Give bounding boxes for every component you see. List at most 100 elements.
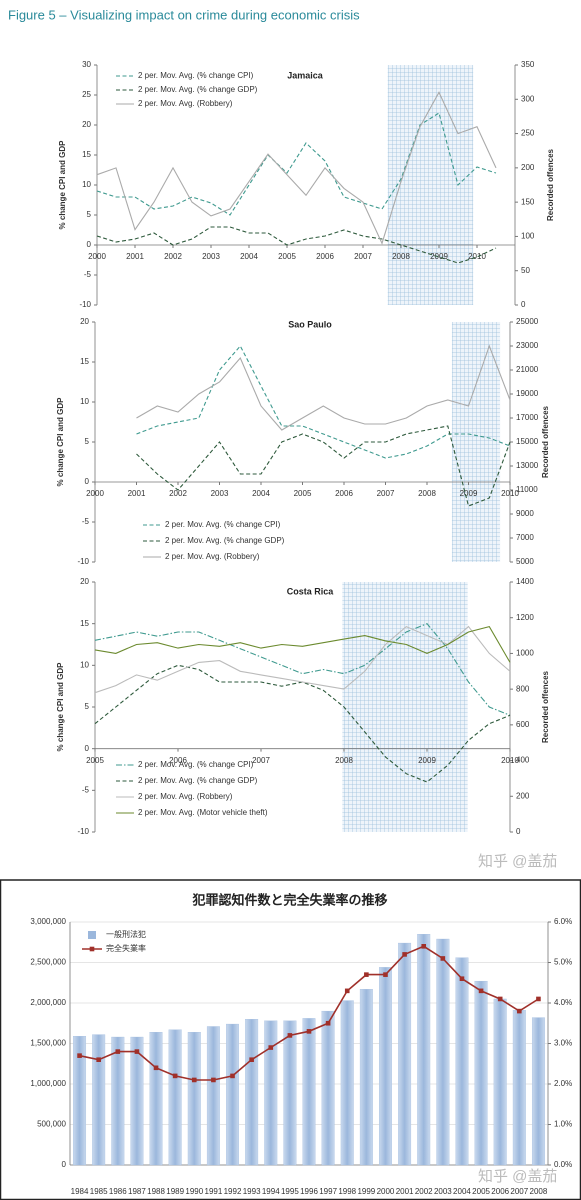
bar	[474, 980, 488, 1166]
legend-label: 2 per. Mov. Avg. (Robbery)	[138, 99, 233, 108]
y2-tick-label: 0	[516, 827, 521, 836]
recession-band	[387, 65, 474, 305]
x-tick-label: 1984	[71, 1187, 89, 1196]
x-tick-label: 2002	[164, 252, 182, 261]
recession-band	[342, 582, 468, 832]
x-tick-label: 2009	[460, 489, 478, 498]
bar	[512, 1010, 526, 1166]
y2-tick-label: 800	[516, 684, 530, 693]
x-tick-label: 2004	[240, 252, 258, 261]
bar	[493, 998, 507, 1166]
line-marker	[536, 996, 541, 1002]
x-tick-label: 1999	[357, 1187, 375, 1196]
line-marker	[191, 1077, 197, 1083]
y2-tick-label: 1.0%	[554, 1120, 572, 1129]
legend-label: 完全失業率	[106, 943, 146, 953]
y-tick-label: 1,000,000	[30, 1079, 66, 1088]
line-marker	[268, 1045, 274, 1050]
x-tick-label: 2000	[377, 1187, 395, 1196]
x-tick-label: 2004	[252, 489, 270, 498]
y-tick-label: 15	[80, 357, 89, 366]
bar	[436, 938, 450, 1166]
series-line	[94, 623, 511, 716]
legend-label: 2 per. Mov. Avg. (% change GDP)	[138, 776, 258, 785]
bar	[187, 1032, 201, 1166]
x-tick-label: 2001	[396, 1187, 414, 1196]
x-tick-label: 2003	[202, 252, 220, 261]
line-marker	[325, 1020, 331, 1026]
y2-tick-label: 17000	[516, 413, 539, 422]
bar	[226, 1023, 239, 1166]
series-line	[96, 91, 497, 245]
x-tick-label: 2007	[510, 1187, 528, 1196]
line-marker	[497, 996, 503, 1002]
bar	[111, 1036, 125, 1166]
y2-tick-label: 21000	[516, 365, 539, 374]
x-tick-label: 2005	[472, 1187, 490, 1196]
y2-tick-label: 1400	[516, 577, 534, 586]
y2-tick-label: 300	[521, 94, 535, 103]
x-tick-label: 2009	[418, 756, 436, 765]
chart-title: Sao Paulo	[288, 319, 332, 329]
y2-tick-label: 350	[521, 60, 535, 69]
y-tick-label: 20	[82, 120, 91, 129]
line-marker	[383, 972, 388, 977]
series-line	[94, 625, 511, 663]
y2-tick-label: 9000	[516, 509, 534, 518]
x-tick-label: 2007	[377, 489, 395, 498]
x-tick-label: 1993	[243, 1187, 261, 1196]
y2-tick-label: 19000	[516, 389, 539, 398]
line-marker	[115, 1049, 121, 1054]
y-tick-label: 5	[87, 210, 92, 219]
y2-tick-label: 100	[521, 232, 535, 241]
y-tick-label: 5	[85, 437, 90, 446]
y-tick-label: -5	[82, 785, 90, 794]
x-tick-label: 2010	[468, 252, 486, 261]
x-tick-label: 2008	[392, 252, 410, 261]
line-marker	[172, 1073, 178, 1079]
x-tick-label: 1988	[147, 1187, 165, 1196]
y2-tick-label: 11000	[516, 485, 538, 494]
x-tick-label: 2001	[126, 252, 144, 261]
x-tick-label: 1991	[205, 1187, 223, 1196]
x-tick-label: 2005	[294, 489, 312, 498]
y-tick-label: 3,000,000	[30, 917, 66, 926]
legend-label: 2 per. Mov. Avg. (% change CPI)	[138, 71, 254, 80]
x-tick-label: 2009	[430, 252, 448, 261]
bar	[340, 1000, 354, 1166]
bar	[417, 934, 431, 1166]
y2-tick-label: 600	[516, 720, 530, 729]
bar	[264, 1020, 278, 1166]
legend-label: 2 per. Mov. Avg. (Motor vehicle theft)	[138, 808, 268, 817]
x-tick-label: 2007	[252, 756, 270, 765]
y2-axis-label: Recorded offences	[541, 405, 550, 478]
x-tick-label: 1996	[300, 1187, 318, 1196]
y-tick-label: 10	[80, 397, 89, 406]
legend-swatch	[88, 931, 96, 939]
line-marker	[459, 976, 465, 981]
x-tick-label: 2007	[354, 252, 372, 261]
y-axis-label: % change CPI and GDP	[56, 662, 65, 752]
x-tick-label: 1987	[128, 1187, 146, 1196]
legend-label: 2 per. Mov. Avg. (% change CPI)	[165, 520, 281, 529]
series-line	[136, 344, 511, 431]
y2-axis-label: Recorded offences	[546, 148, 555, 221]
y2-tick-label: 4.0%	[554, 998, 572, 1007]
y2-tick-label: 2.0%	[554, 1079, 572, 1088]
x-tick-label: 2005	[278, 252, 296, 261]
line-marker	[402, 952, 407, 957]
x-tick-label: 2006	[316, 252, 334, 261]
x-tick-label: 2006	[169, 756, 187, 765]
line-marker	[517, 1008, 522, 1014]
line-marker	[134, 1049, 140, 1054]
series-line	[136, 425, 511, 507]
legend-label: 2 per. Mov. Avg. (Robbery)	[165, 552, 260, 561]
watermark: 知乎 @盖茄	[478, 853, 557, 870]
y-tick-label: -10	[79, 300, 91, 309]
chart-title: Jamaica	[287, 70, 324, 80]
line-marker	[287, 1033, 293, 1038]
bar	[321, 1010, 335, 1166]
x-tick-label: 2010	[501, 756, 519, 765]
line-marker	[306, 1029, 312, 1034]
charts: -10-505101520253005010015020025030035020…	[30, 60, 572, 1196]
